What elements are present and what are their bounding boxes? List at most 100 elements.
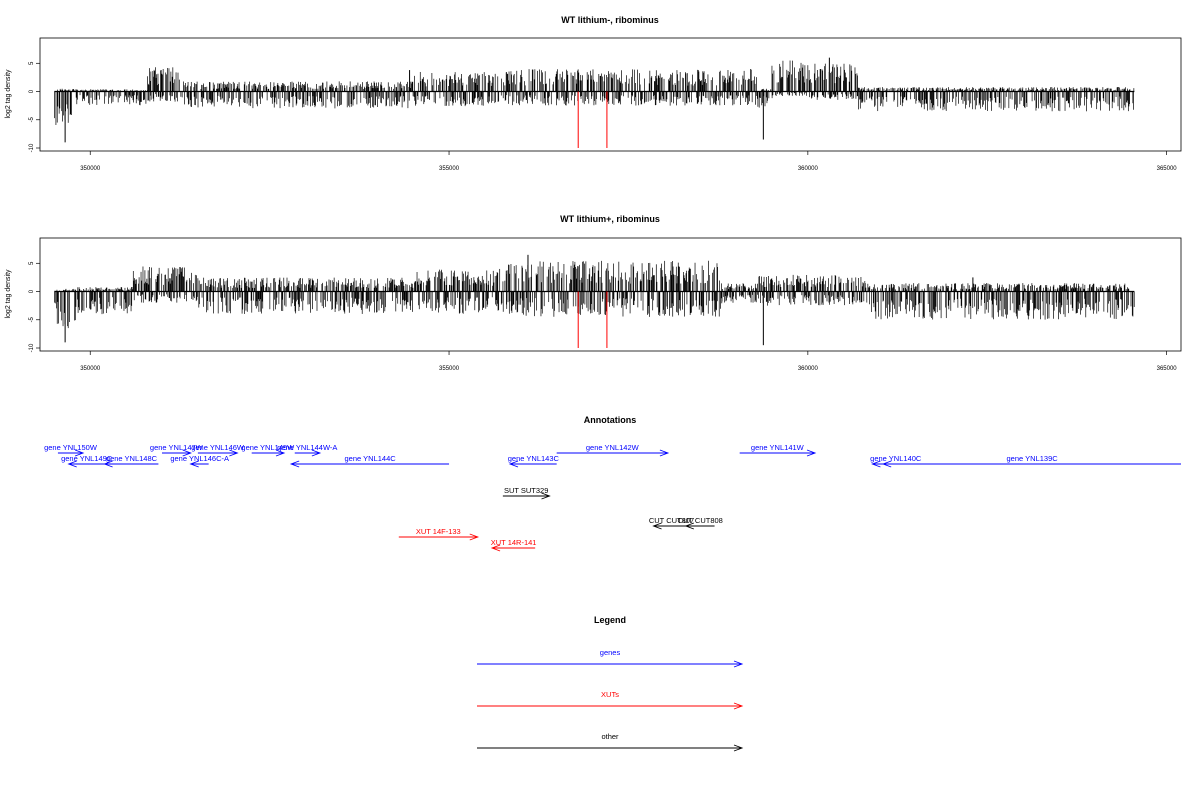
- legend-entry: genes: [477, 648, 744, 668]
- y-axis-label: log2 tag density: [5, 269, 12, 319]
- annotation-feature[interactable]: gene YNL144W-A: [277, 443, 337, 457]
- feature-label: gene YNL142W: [586, 443, 640, 452]
- feature-label: gene YNL141W: [751, 443, 805, 452]
- annotation-feature[interactable]: gene YNL150W: [44, 443, 98, 457]
- y-axis-label: log2 tag density: [5, 69, 12, 119]
- annotation-feature[interactable]: gene YNL147W: [150, 443, 204, 457]
- feature-label: gene YNL144C: [345, 454, 397, 463]
- feature-label: gene YNL140C: [870, 454, 922, 463]
- arrow-left-icon: [508, 460, 519, 468]
- y-tick-label: 0: [29, 89, 35, 93]
- arrow-right-icon: [541, 492, 551, 500]
- plot-frame: [39, 237, 1182, 352]
- legend-label: genes: [600, 648, 621, 657]
- legend-entry: other: [477, 732, 744, 752]
- feature-label: CUT CUT807: [649, 516, 694, 525]
- y-axis: -10 -5 0 5: [29, 261, 40, 352]
- annotations-title: Annotations: [584, 415, 637, 425]
- arrow-left-icon: [289, 460, 300, 468]
- x-axis: 350000 355000 360000 365000: [80, 351, 1177, 372]
- highlight-lines: [577, 291, 608, 348]
- legend: Legend genes XUTs other: [477, 615, 744, 752]
- legend-entries: genes XUTs other: [477, 648, 744, 752]
- signal-bars: [54, 254, 1135, 346]
- annotation-feature[interactable]: gene YNL146W: [191, 443, 245, 457]
- arrow-left-icon: [652, 522, 662, 530]
- arrow-left-icon: [684, 522, 695, 530]
- arrow-right-icon: [469, 533, 480, 541]
- annotation-feature[interactable]: gene YNL148C: [103, 454, 159, 468]
- panel-title: WT lithium+, ribominus: [560, 214, 660, 224]
- arrow-right-icon: [806, 449, 817, 457]
- annotation-feature[interactable]: XUT 14R-141: [490, 538, 537, 552]
- arrow-right-icon: [74, 449, 85, 457]
- highlight-lines: [577, 91, 608, 148]
- y-axis: -10 -5 0 5: [29, 61, 40, 152]
- y-tick-label: 5: [29, 61, 35, 65]
- feature-label: gene YNL139C: [1007, 454, 1059, 463]
- arrow-right-icon: [182, 449, 192, 457]
- feature-label: gene YNL145W: [241, 443, 295, 452]
- arrow-right-icon: [733, 702, 744, 710]
- track-panel-lithium-plus: WT lithium+, ribominus log2 tag density …: [5, 214, 1182, 372]
- x-axis: 350000 355000 360000 365000: [80, 151, 1177, 172]
- track-panel-lithium-minus: WT lithium-, ribominus log2 tag density …: [5, 15, 1182, 172]
- feature-label: XUT 14F-133: [416, 527, 461, 536]
- feature-label: SUT SUT329: [504, 486, 548, 495]
- legend-entry: XUTs: [477, 690, 744, 710]
- plot-frame: [39, 37, 1182, 152]
- feature-label: XUT 14R-141: [491, 538, 537, 547]
- annotation-feature[interactable]: gene YNL139C: [881, 454, 1181, 468]
- feature-label: gene YNL147W: [150, 443, 204, 452]
- annotation-feature[interactable]: gene YNL149C: [61, 454, 113, 468]
- annotation-feature[interactable]: CUT CUT807: [649, 516, 694, 530]
- feature-label: gene YNL149C: [61, 454, 113, 463]
- legend-label: XUTs: [601, 690, 619, 699]
- arrow-right-icon: [733, 660, 744, 668]
- annotation-feature[interactable]: CUT CUT808: [678, 516, 723, 530]
- arrow-left-icon: [871, 460, 881, 468]
- annotation-feature[interactable]: gene YNL144C: [289, 454, 450, 468]
- arrow-right-icon: [733, 744, 744, 752]
- x-tick-label: 360000: [798, 166, 819, 172]
- annotation-feature[interactable]: gene YNL146C-A: [170, 454, 229, 468]
- y-tick-label: -5: [29, 116, 35, 122]
- x-tick-label: 365000: [1157, 166, 1178, 172]
- y-tick-label: -10: [29, 343, 35, 352]
- feature-label: gene YNL146C-A: [170, 454, 229, 463]
- annotation-feature[interactable]: gene YNL145W: [241, 443, 295, 457]
- x-tick-label: 355000: [439, 166, 460, 172]
- arrow-right-icon: [659, 449, 670, 457]
- arrow-left-icon: [67, 460, 77, 468]
- annotation-feature[interactable]: gene YNL140C: [870, 454, 922, 468]
- feature-label: CUT CUT808: [678, 516, 723, 525]
- arrow-right-icon: [275, 449, 286, 457]
- annotation-feature[interactable]: gene YNL143C: [508, 454, 560, 468]
- arrow-right-icon: [311, 449, 322, 457]
- y-tick-label: -5: [29, 316, 35, 322]
- x-tick-label: 360000: [798, 366, 819, 372]
- feature-label: gene YNL146W: [191, 443, 245, 452]
- arrow-left-icon: [881, 460, 892, 468]
- y-tick-label: 0: [29, 289, 35, 293]
- x-tick-label: 350000: [80, 166, 101, 172]
- arrow-left-icon: [189, 460, 199, 468]
- annotation-feature[interactable]: gene YNL141W: [739, 443, 817, 457]
- annotation-feature[interactable]: gene YNL142W: [556, 443, 670, 457]
- signal-bars: [54, 57, 1135, 143]
- x-tick-label: 355000: [439, 366, 460, 372]
- arrow-right-icon: [229, 449, 239, 457]
- annotation-feature[interactable]: SUT SUT329: [502, 486, 551, 500]
- feature-label: gene YNL150W: [44, 443, 98, 452]
- legend-label: other: [601, 732, 619, 741]
- x-tick-label: 365000: [1157, 366, 1178, 372]
- arrow-left-icon: [490, 544, 501, 552]
- feature-label: gene YNL143C: [508, 454, 560, 463]
- annotation-feature[interactable]: XUT 14F-133: [398, 527, 480, 541]
- y-tick-label: 5: [29, 261, 35, 265]
- arrow-left-icon: [103, 460, 113, 468]
- y-tick-label: -10: [29, 143, 35, 152]
